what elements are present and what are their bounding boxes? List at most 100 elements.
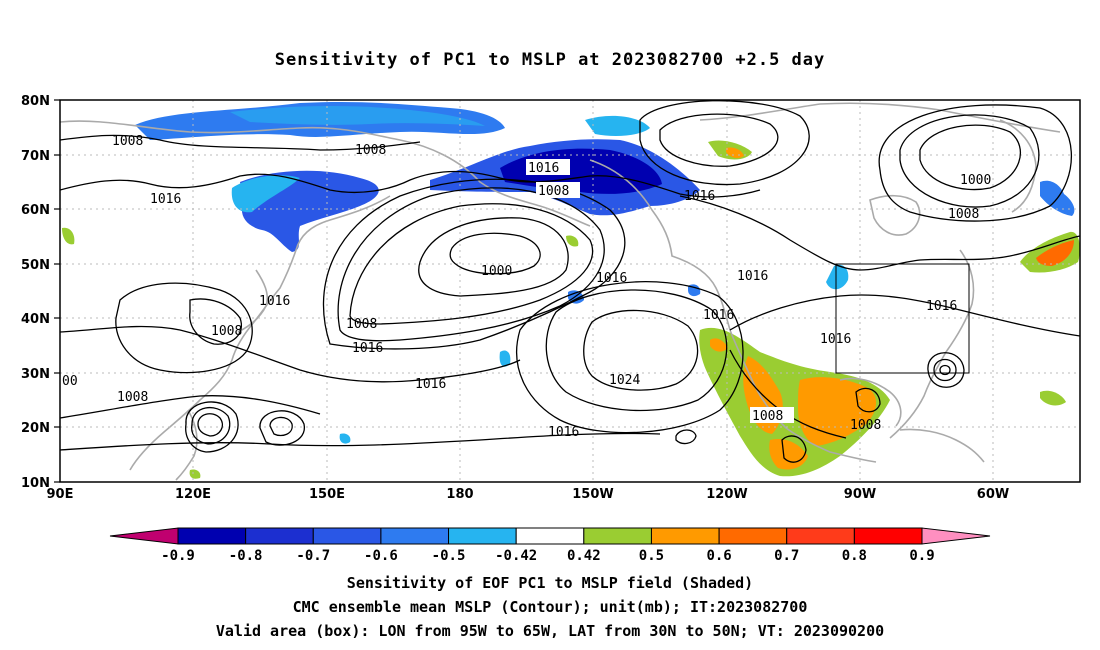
coast-japan xyxy=(237,269,269,333)
contour-1008-south xyxy=(60,395,321,419)
contour-label: 1008 xyxy=(948,207,979,222)
colorbar-tick-label: 0.8 xyxy=(842,548,867,564)
lon-label: 60W xyxy=(977,487,1009,502)
chart-title: Sensitivity of PC1 to MSLP at 2023082700… xyxy=(274,50,826,70)
shade-blue-small-6 xyxy=(339,433,351,444)
lat-label: 20N xyxy=(21,421,50,436)
contour-1000-low xyxy=(449,232,541,275)
mslp-contours xyxy=(60,100,1080,463)
contour-label: 1016 xyxy=(596,271,627,286)
coast-na-east xyxy=(889,249,975,439)
contour-1008-gulf xyxy=(855,387,881,413)
coastlines xyxy=(60,102,1061,481)
contour-1008-low xyxy=(349,203,594,325)
lat-label: 70N xyxy=(21,149,50,164)
contour-label: 1024 xyxy=(609,373,640,388)
lat-label: 10N xyxy=(21,476,50,491)
caption-line-1: Sensitivity of EOF PC1 to MSLP field (Sh… xyxy=(346,574,754,592)
lat-label: 50N xyxy=(21,258,50,273)
contour-1004-low xyxy=(418,217,569,297)
shade-blue-small-5 xyxy=(499,350,511,367)
contour-low-2a xyxy=(269,416,293,437)
contour-label: 1008 xyxy=(355,143,386,158)
shade-green-small-2 xyxy=(566,235,579,247)
contour-1012-china xyxy=(115,282,253,374)
colorbar-end-right xyxy=(921,527,991,545)
contour-label: 1016 xyxy=(259,294,290,309)
contour-1020-high xyxy=(545,289,728,412)
contour-hurricane-3 xyxy=(927,352,965,388)
contour-typhoon-2 xyxy=(190,406,231,445)
contour-hurricane-2 xyxy=(933,358,957,382)
lon-label: 90E xyxy=(47,487,74,502)
contour-label: 1008 xyxy=(850,418,881,433)
colorbar-tick-label: 0.6 xyxy=(706,548,731,564)
contour-label: 1016 xyxy=(150,192,181,207)
coast-na-west xyxy=(729,329,877,463)
contour-1008-north xyxy=(60,134,421,151)
contour-1008-east-asia xyxy=(189,298,242,345)
shade-blue-top-band-inner xyxy=(230,106,485,126)
contour-1012-low xyxy=(337,187,605,342)
contour-1016-high xyxy=(516,281,744,434)
colorbar-tick-label: -0.6 xyxy=(364,548,398,564)
colorbar xyxy=(109,527,991,545)
contour-1024-high xyxy=(583,309,699,391)
colorbar-labels: -0.9 -0.8 -0.7 -0.6 -0.5 -0.42 0.42 0.5 0.6 0.7 0.… xyxy=(161,548,935,564)
contour-1008-mexico-low xyxy=(781,435,807,463)
lat-label: 60N xyxy=(21,203,50,218)
shade-orange-mexico-c xyxy=(769,438,808,470)
colorbar-segment xyxy=(786,527,855,545)
shade-blue-siberia-edge xyxy=(231,175,300,213)
shade-blue-small-2 xyxy=(688,284,701,297)
lon-label: 120E xyxy=(175,487,211,502)
longitude-labels: 90E 120E 150E 180 150W 120W 90W 60W xyxy=(47,487,1010,502)
colorbar-end-left xyxy=(109,527,179,545)
colorbar-tick-label: 0.7 xyxy=(774,548,799,564)
colorbar-segment xyxy=(448,527,517,545)
colorbar-segment xyxy=(177,527,247,545)
contour-label: 1016 xyxy=(703,308,734,323)
contour-label: 1016 xyxy=(548,425,579,440)
contour-1004-atlantic xyxy=(899,114,1040,208)
latitude-labels: 80N 70N 60N 50N 40N 30N 20N 10N xyxy=(21,94,50,491)
coast-na-north xyxy=(699,102,1061,133)
shade-blue-small-3 xyxy=(826,264,849,290)
contour-1016-na-b xyxy=(729,294,1080,337)
colorbar-tick-label: -0.9 xyxy=(161,548,195,564)
contour-label: 1000 xyxy=(481,264,512,279)
contour-label: 1016 xyxy=(352,341,383,356)
caption-line-3: Valid area (box): LON from 95W to 65W, L… xyxy=(215,622,885,640)
shade-red-atlantic xyxy=(1036,240,1074,266)
coast-asia-north xyxy=(60,120,591,227)
colorbar-segment xyxy=(380,527,450,545)
contour-typhoon-1 xyxy=(197,413,224,437)
lon-label: 180 xyxy=(446,487,473,502)
contour-label: 00 xyxy=(62,374,78,389)
contour-hurricane-1 xyxy=(939,364,951,376)
coast-caribbean xyxy=(899,428,985,463)
caption-line-2: CMC ensemble mean MSLP (Contour); unit(m… xyxy=(292,598,808,616)
lon-label: 150W xyxy=(572,487,613,502)
contour-label-bg xyxy=(526,159,570,175)
contour-label: 1008 xyxy=(346,317,377,332)
colorbar-segment xyxy=(650,527,720,545)
lon-label: 90W xyxy=(844,487,876,502)
colorbar-segment xyxy=(312,527,382,545)
contour-label: 1008 xyxy=(752,409,783,424)
colorbar-tick-label: -0.42 xyxy=(495,548,537,564)
colorbar-segment xyxy=(853,527,923,545)
colorbar-tick-label: -0.7 xyxy=(296,548,330,564)
contour-1016-south xyxy=(60,432,661,451)
coast-greenland xyxy=(999,119,1037,213)
contour-label: 1016 xyxy=(737,269,768,284)
colorbar-tick-label: 0.42 xyxy=(567,548,601,564)
coast-philippines xyxy=(175,409,198,481)
contour-label: 1008 xyxy=(538,184,569,199)
contour-1016-north xyxy=(60,170,761,198)
contour-label-bg xyxy=(536,182,580,198)
contour-label: 1008 xyxy=(112,134,143,149)
contour-label: 1016 xyxy=(415,377,446,392)
contour-1016-low xyxy=(322,178,626,350)
